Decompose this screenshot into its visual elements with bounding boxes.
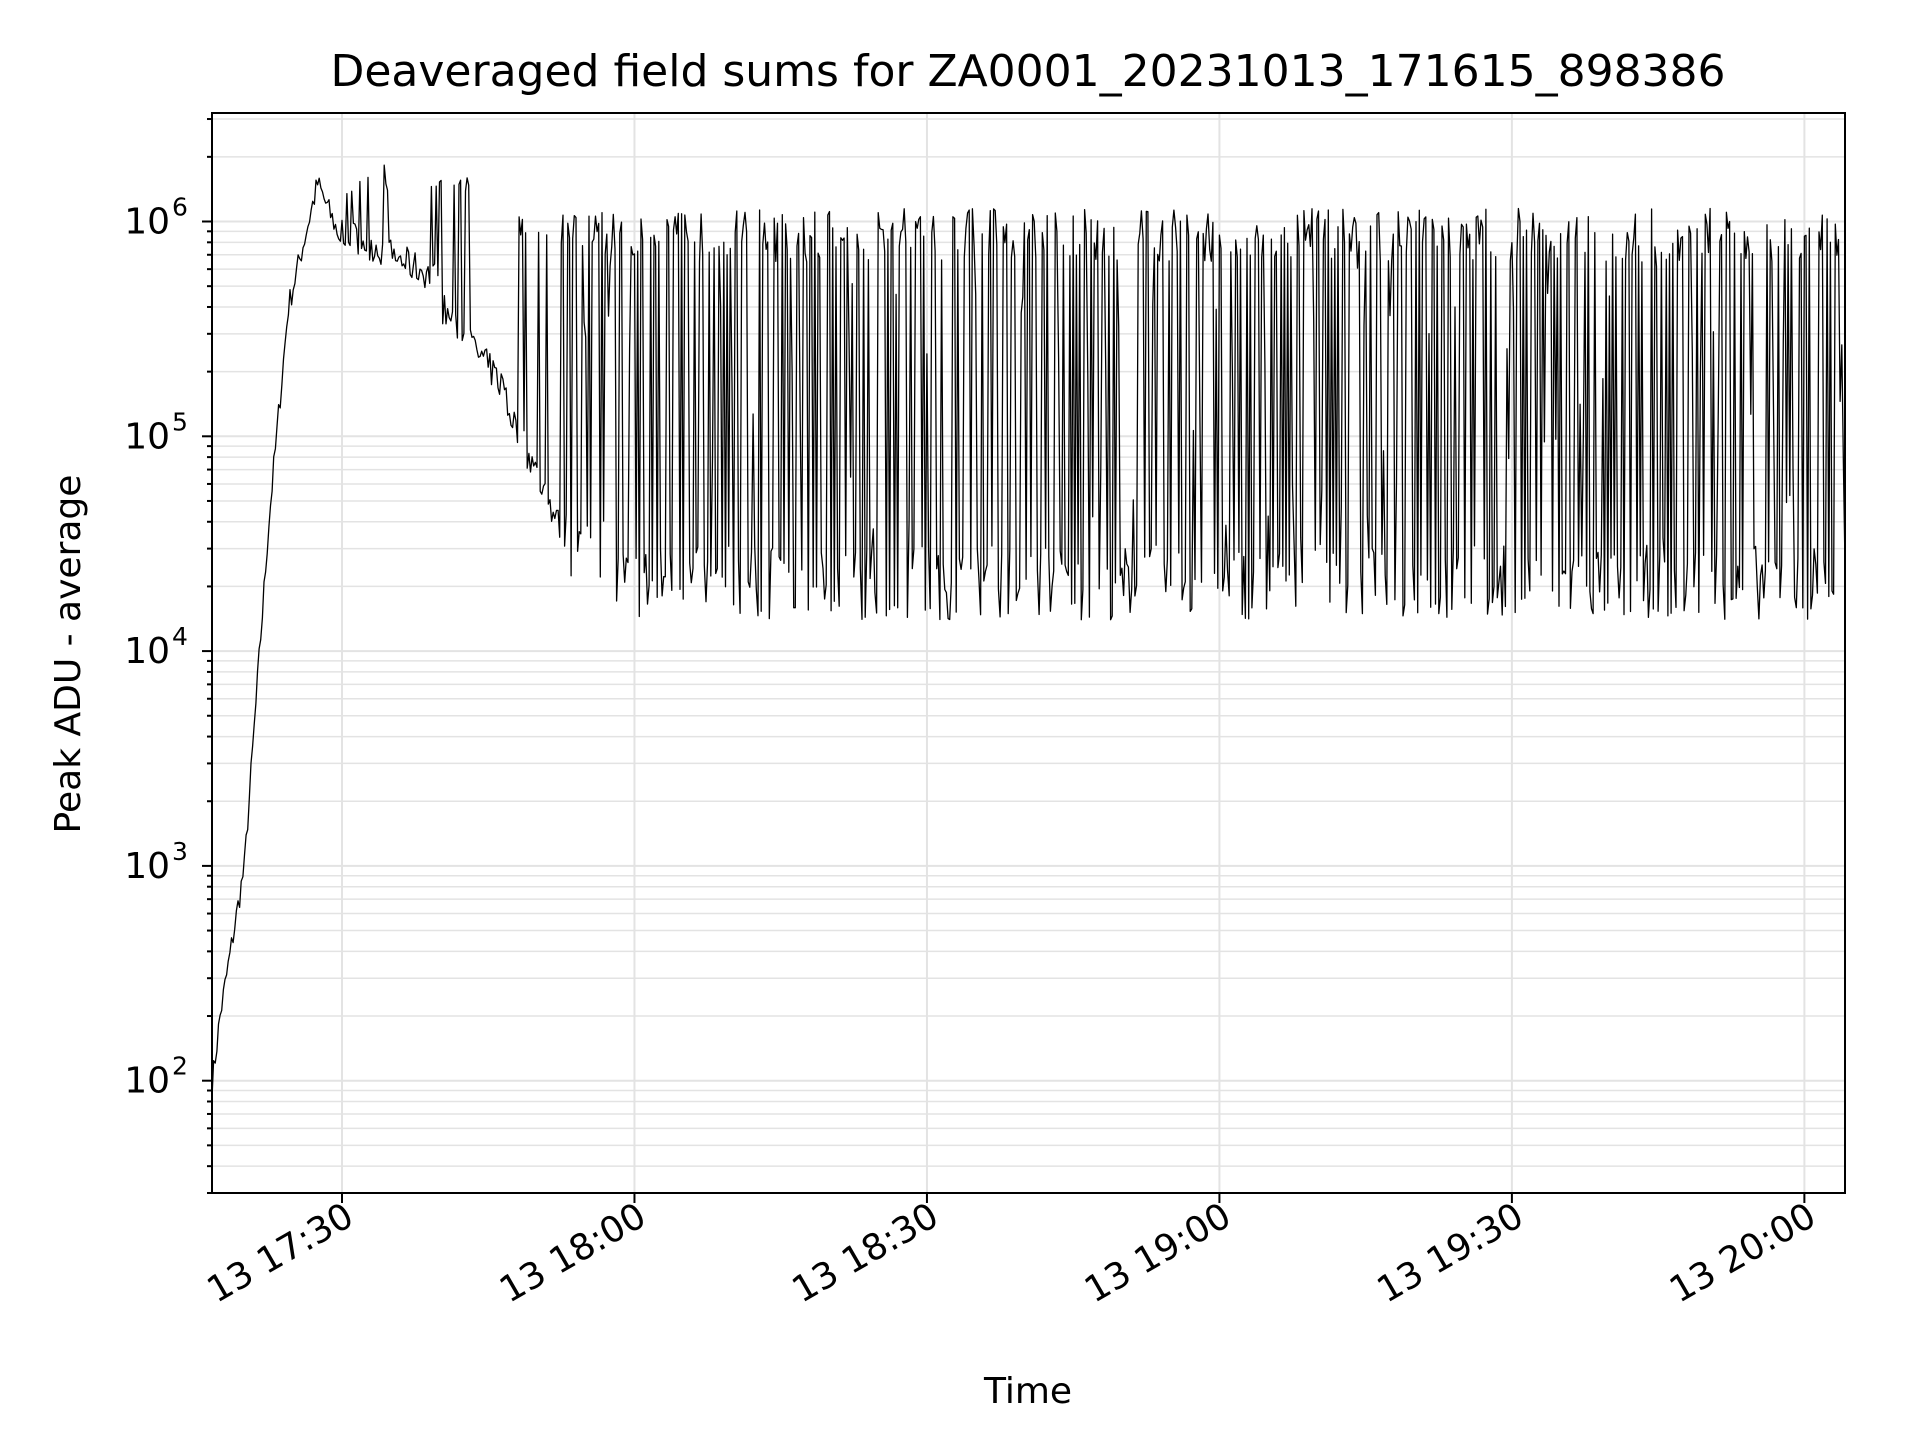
tick-marks [202, 118, 1806, 1203]
y-tick-label: 10 [124, 631, 170, 672]
x-tick-labels: 13 17:30 13 18:00 13 18:30 13 19:00 13 19:30… [201, 1195, 1823, 1311]
y-tick-exponent: 2 [172, 1052, 188, 1081]
x-axis-label: Time [983, 1371, 1072, 1412]
chart-title: Deaveraged field sums for ZA0001_2023101… [330, 46, 1725, 97]
y-tick-exponent: 3 [172, 837, 188, 866]
x-tick-label: 13 19:00 [1078, 1195, 1238, 1311]
x-tick-label: 13 18:00 [493, 1195, 653, 1311]
y-tick-exponent: 5 [172, 407, 188, 436]
grid [212, 113, 1845, 1194]
x-tick-label: 13 19:30 [1370, 1195, 1530, 1311]
y-tick-label: 10 [124, 846, 170, 887]
y-tick-label: 10 [124, 202, 170, 243]
y-tick-label: 10 [124, 416, 170, 457]
y-tick-exponent: 4 [172, 622, 188, 651]
series-line-group [211, 164, 1846, 1099]
y-tick-label: 10 [124, 1061, 170, 1102]
series-line [211, 164, 1846, 1099]
x-tick-label: 13 18:30 [786, 1195, 946, 1311]
x-tick-label: 13 17:30 [201, 1195, 361, 1311]
y-axis-label: Peak ADU - average [48, 475, 89, 834]
y-tick-exponent: 6 [172, 193, 188, 222]
plot-frame [211, 112, 1846, 1194]
x-tick-label: 13 20:00 [1663, 1195, 1823, 1311]
